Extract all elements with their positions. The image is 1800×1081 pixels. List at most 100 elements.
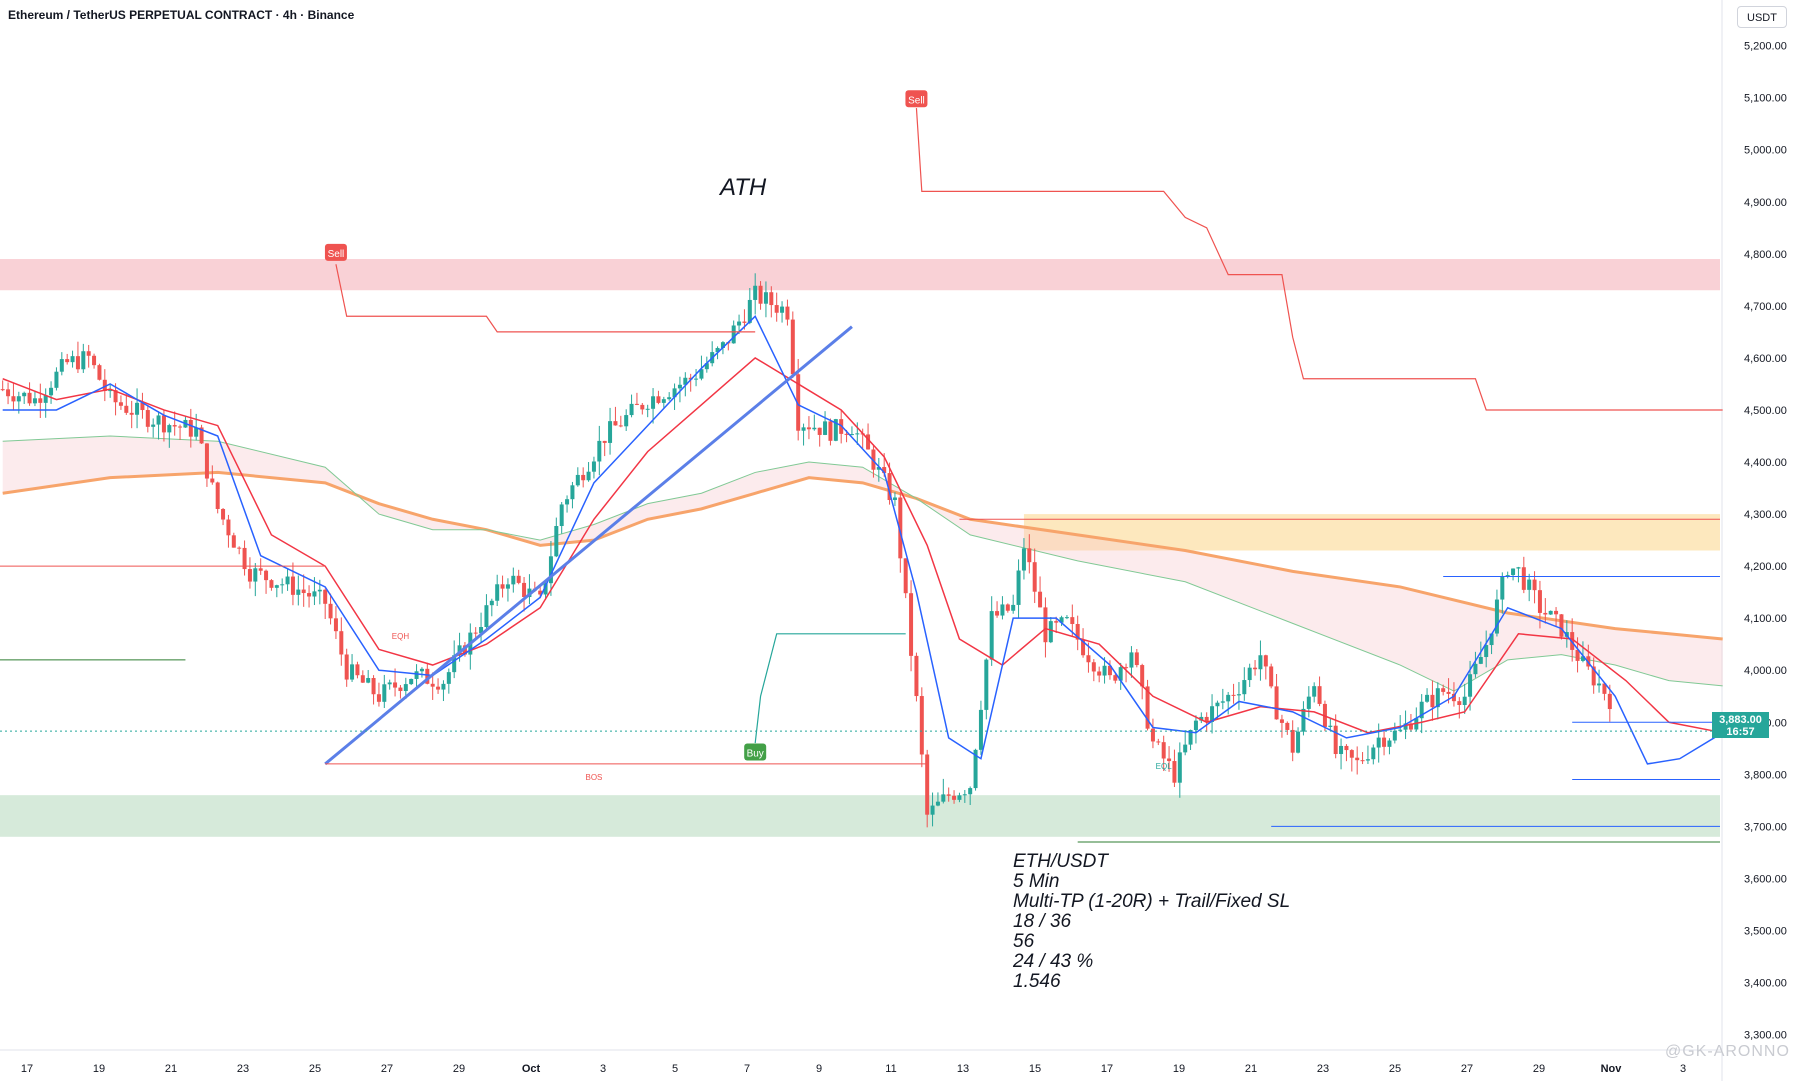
candle-body (1575, 649, 1580, 661)
candle-body (1500, 575, 1505, 600)
candle-body (1554, 610, 1559, 615)
y-tick-label: 4,700.00 (1744, 301, 1787, 313)
candle-body (1124, 667, 1129, 669)
candle-body (1064, 617, 1069, 619)
candle-body (317, 589, 322, 592)
candle-body (167, 425, 172, 433)
candle-body (1242, 680, 1247, 695)
ma-cloud (2, 436, 1723, 692)
y-tick-label: 4,800.00 (1744, 249, 1787, 261)
candle-body (1016, 570, 1021, 605)
candle-body (118, 402, 123, 406)
candle-body (1521, 567, 1526, 590)
candle-body (1355, 757, 1360, 761)
candle-body (371, 678, 376, 695)
candle-body (1430, 694, 1435, 708)
candle-body (844, 433, 849, 435)
candle-body (425, 668, 430, 684)
candle-body (651, 396, 656, 409)
y-tick-label: 3,300.00 (1744, 1030, 1787, 1042)
candle-body (301, 589, 306, 594)
candle-body (898, 497, 903, 559)
candle-body (1269, 666, 1274, 687)
candle-body (11, 396, 16, 402)
candle-body (887, 473, 892, 501)
x-tick-label: 15 (1029, 1063, 1041, 1075)
candle-body (1489, 633, 1494, 646)
candle-body (1473, 663, 1478, 675)
candle-body (1317, 686, 1322, 704)
ath-label: ATH (720, 174, 767, 201)
candle-body (1419, 701, 1424, 719)
candle-body (1274, 686, 1279, 720)
stats-trades: 56 (1013, 931, 1035, 952)
candle-body (1591, 666, 1596, 686)
y-tick-label: 4,100.00 (1744, 613, 1787, 625)
candle-body (1360, 760, 1365, 762)
y-tick-label: 4,200.00 (1744, 561, 1787, 573)
candle-body (699, 369, 704, 379)
candle-body (1435, 688, 1440, 708)
candle-body (828, 421, 833, 441)
candle-body (86, 351, 91, 356)
candle-body (269, 580, 274, 588)
candle-body (919, 696, 924, 755)
candle-body (1054, 621, 1059, 623)
x-tick-label: 27 (1461, 1063, 1473, 1075)
candle-body (156, 415, 161, 425)
candle-body (1188, 729, 1193, 745)
candle-body (516, 575, 521, 583)
candle-body (1607, 693, 1612, 710)
trendline (324, 325, 853, 766)
candle-body (785, 306, 790, 320)
watermark: @GK-ARONNO (1665, 1043, 1790, 1060)
candle-body (941, 794, 946, 802)
candle-body (328, 603, 333, 619)
candle-body (355, 664, 360, 676)
x-tick-label: 23 (1317, 1063, 1329, 1075)
candle-body (129, 412, 134, 415)
candle-body (226, 519, 231, 536)
candle-body (790, 319, 795, 375)
candle-body (1344, 745, 1349, 751)
candle-body (1220, 701, 1225, 703)
stats-mode: Multi-TP (1-20R) + Trail/Fixed SL (1013, 891, 1291, 912)
candle-body (505, 584, 510, 589)
candle-body (210, 478, 215, 483)
candle-body (935, 801, 940, 806)
x-tick-label: 13 (957, 1063, 969, 1075)
candle-body (376, 694, 381, 702)
candle-body (774, 305, 779, 313)
candle-body (1140, 665, 1145, 687)
candle-body (989, 611, 994, 660)
candle-body (479, 627, 484, 634)
candle-body (1172, 761, 1177, 783)
candle-body (1403, 723, 1408, 730)
x-tick-label: 25 (309, 1063, 321, 1075)
candle-body (221, 508, 226, 520)
candle-body (398, 687, 403, 692)
y-tick-label: 3,500.00 (1744, 925, 1787, 937)
candle-body (242, 547, 247, 570)
candle-body (882, 467, 887, 474)
candle-body (1537, 590, 1542, 613)
candle-body (1468, 674, 1473, 697)
candle-body (1199, 716, 1204, 721)
candle-body (414, 671, 419, 679)
candle-body (237, 547, 242, 549)
candle-body (1328, 725, 1333, 727)
candle-body (108, 390, 113, 392)
candle-body (1602, 683, 1607, 694)
candle-body (452, 655, 457, 673)
x-tick-label: 25 (1389, 1063, 1401, 1075)
candle-body (753, 285, 758, 300)
candle-body (1204, 716, 1209, 722)
candle-body (264, 570, 269, 581)
candle-body (135, 402, 140, 415)
candle-body (538, 590, 543, 595)
currency-selector[interactable]: USDT (1737, 6, 1787, 28)
candle-body (1279, 719, 1284, 723)
candle-body (952, 795, 957, 800)
